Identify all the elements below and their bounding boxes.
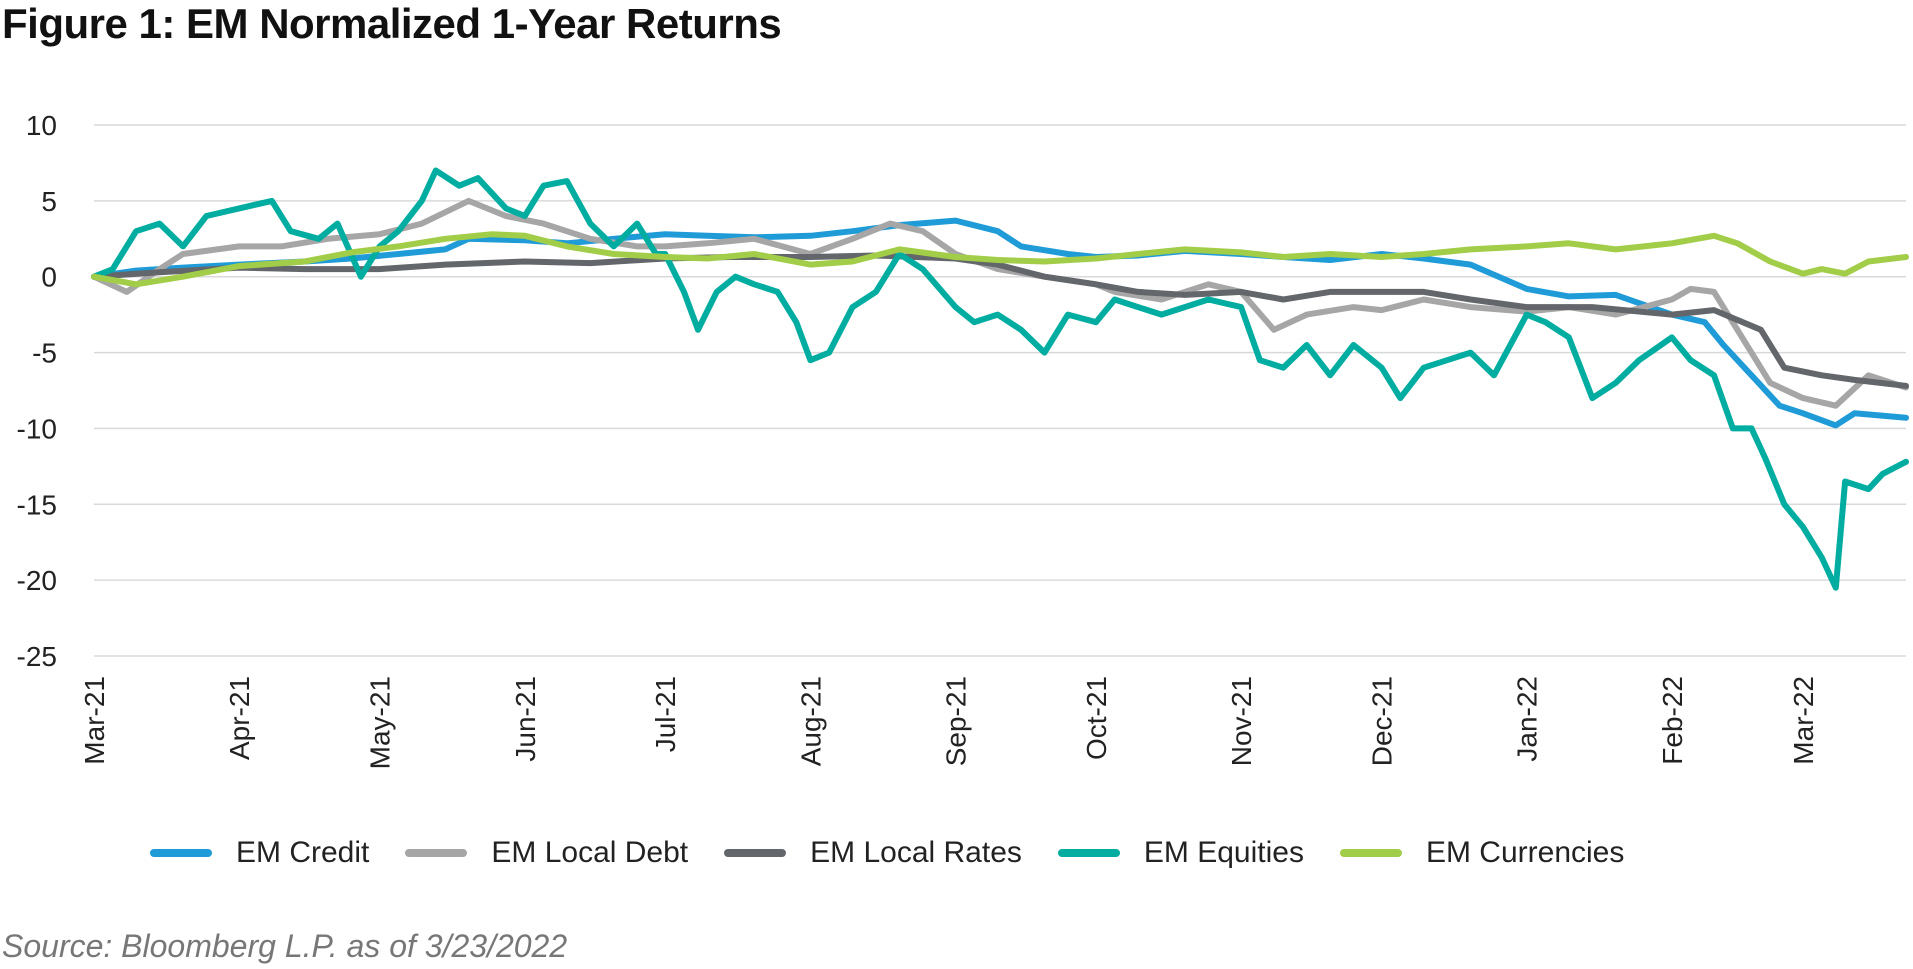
legend-swatch: [1057, 849, 1120, 857]
grid-lines: [94, 124, 1906, 657]
legend-swatch: [150, 849, 212, 857]
x-tick-label: Jul-21: [650, 676, 681, 752]
y-tick-label: 5: [41, 186, 57, 217]
x-tick-label: Jan-22: [1512, 676, 1543, 762]
x-tick-label: Mar-22: [1788, 676, 1819, 765]
legend-item: EM Credit: [150, 836, 369, 870]
y-tick-label: -5: [32, 338, 57, 369]
x-tick-label: Dec-21: [1367, 676, 1398, 766]
legend-item: EM Currencies: [1339, 836, 1625, 870]
series-line-em-credit: [91, 217, 1909, 429]
x-tick-label: Apr-21: [224, 676, 255, 760]
y-tick-label: 0: [41, 262, 57, 293]
legend-item: EM Equities: [1057, 836, 1304, 870]
x-tick-label: Feb-22: [1657, 676, 1688, 765]
legend-label: EM Local Debt: [491, 836, 689, 869]
x-tick-label: Aug-21: [795, 676, 826, 766]
legend-item: EM Local Rates: [724, 836, 1022, 870]
y-tick-label: -25: [17, 641, 57, 672]
legend-label: EM Local Rates: [810, 836, 1022, 869]
y-tick-label: -10: [17, 413, 57, 444]
x-tick-label: May-21: [365, 676, 396, 769]
legend-label: EM Equities: [1143, 836, 1304, 869]
chart-title: Figure 1: EM Normalized 1-Year Returns: [2, 0, 782, 47]
x-axis-labels: Mar-21 Apr-21 May-21 Jun-21 Jul-21 Aug-21 Sep-…: [79, 676, 1819, 769]
legend-item: EM Local Debt: [405, 836, 688, 870]
series-line-em-equities: [91, 167, 1909, 591]
y-tick-label: 10: [26, 110, 57, 141]
legend-swatch: [724, 849, 787, 857]
x-tick-label: Oct-21: [1081, 676, 1112, 760]
legend-swatch: [1339, 849, 1402, 857]
x-tick-label: Mar-21: [79, 676, 110, 765]
series-line-em-currencies: [91, 231, 1909, 288]
x-tick-label: Jun-21: [510, 676, 541, 762]
x-tick-label: Sep-21: [941, 676, 972, 766]
legend: EM Credit EM Local Debt EM Local Rates EM E…: [150, 836, 1660, 870]
series-line-em-local-rates: [91, 252, 1909, 389]
y-axis-labels: 10 5 0 -5 -10 -15 -20 -25: [17, 110, 57, 672]
line-chart: 10 5 0 -5 -10 -15 -20 -25 Mar-21 Apr-21 May-21 Jun…: [17, 110, 1909, 769]
legend-swatch: [405, 849, 468, 857]
source-note: Source: Bloomberg L.P. as of 3/23/2022: [2, 928, 568, 964]
y-tick-label: -20: [17, 565, 57, 596]
x-tick-label: Nov-21: [1226, 676, 1257, 766]
y-tick-label: -15: [17, 489, 57, 520]
series-lines: [91, 167, 1909, 591]
legend-label: EM Currencies: [1425, 836, 1625, 869]
legend-label: EM Credit: [236, 836, 370, 869]
